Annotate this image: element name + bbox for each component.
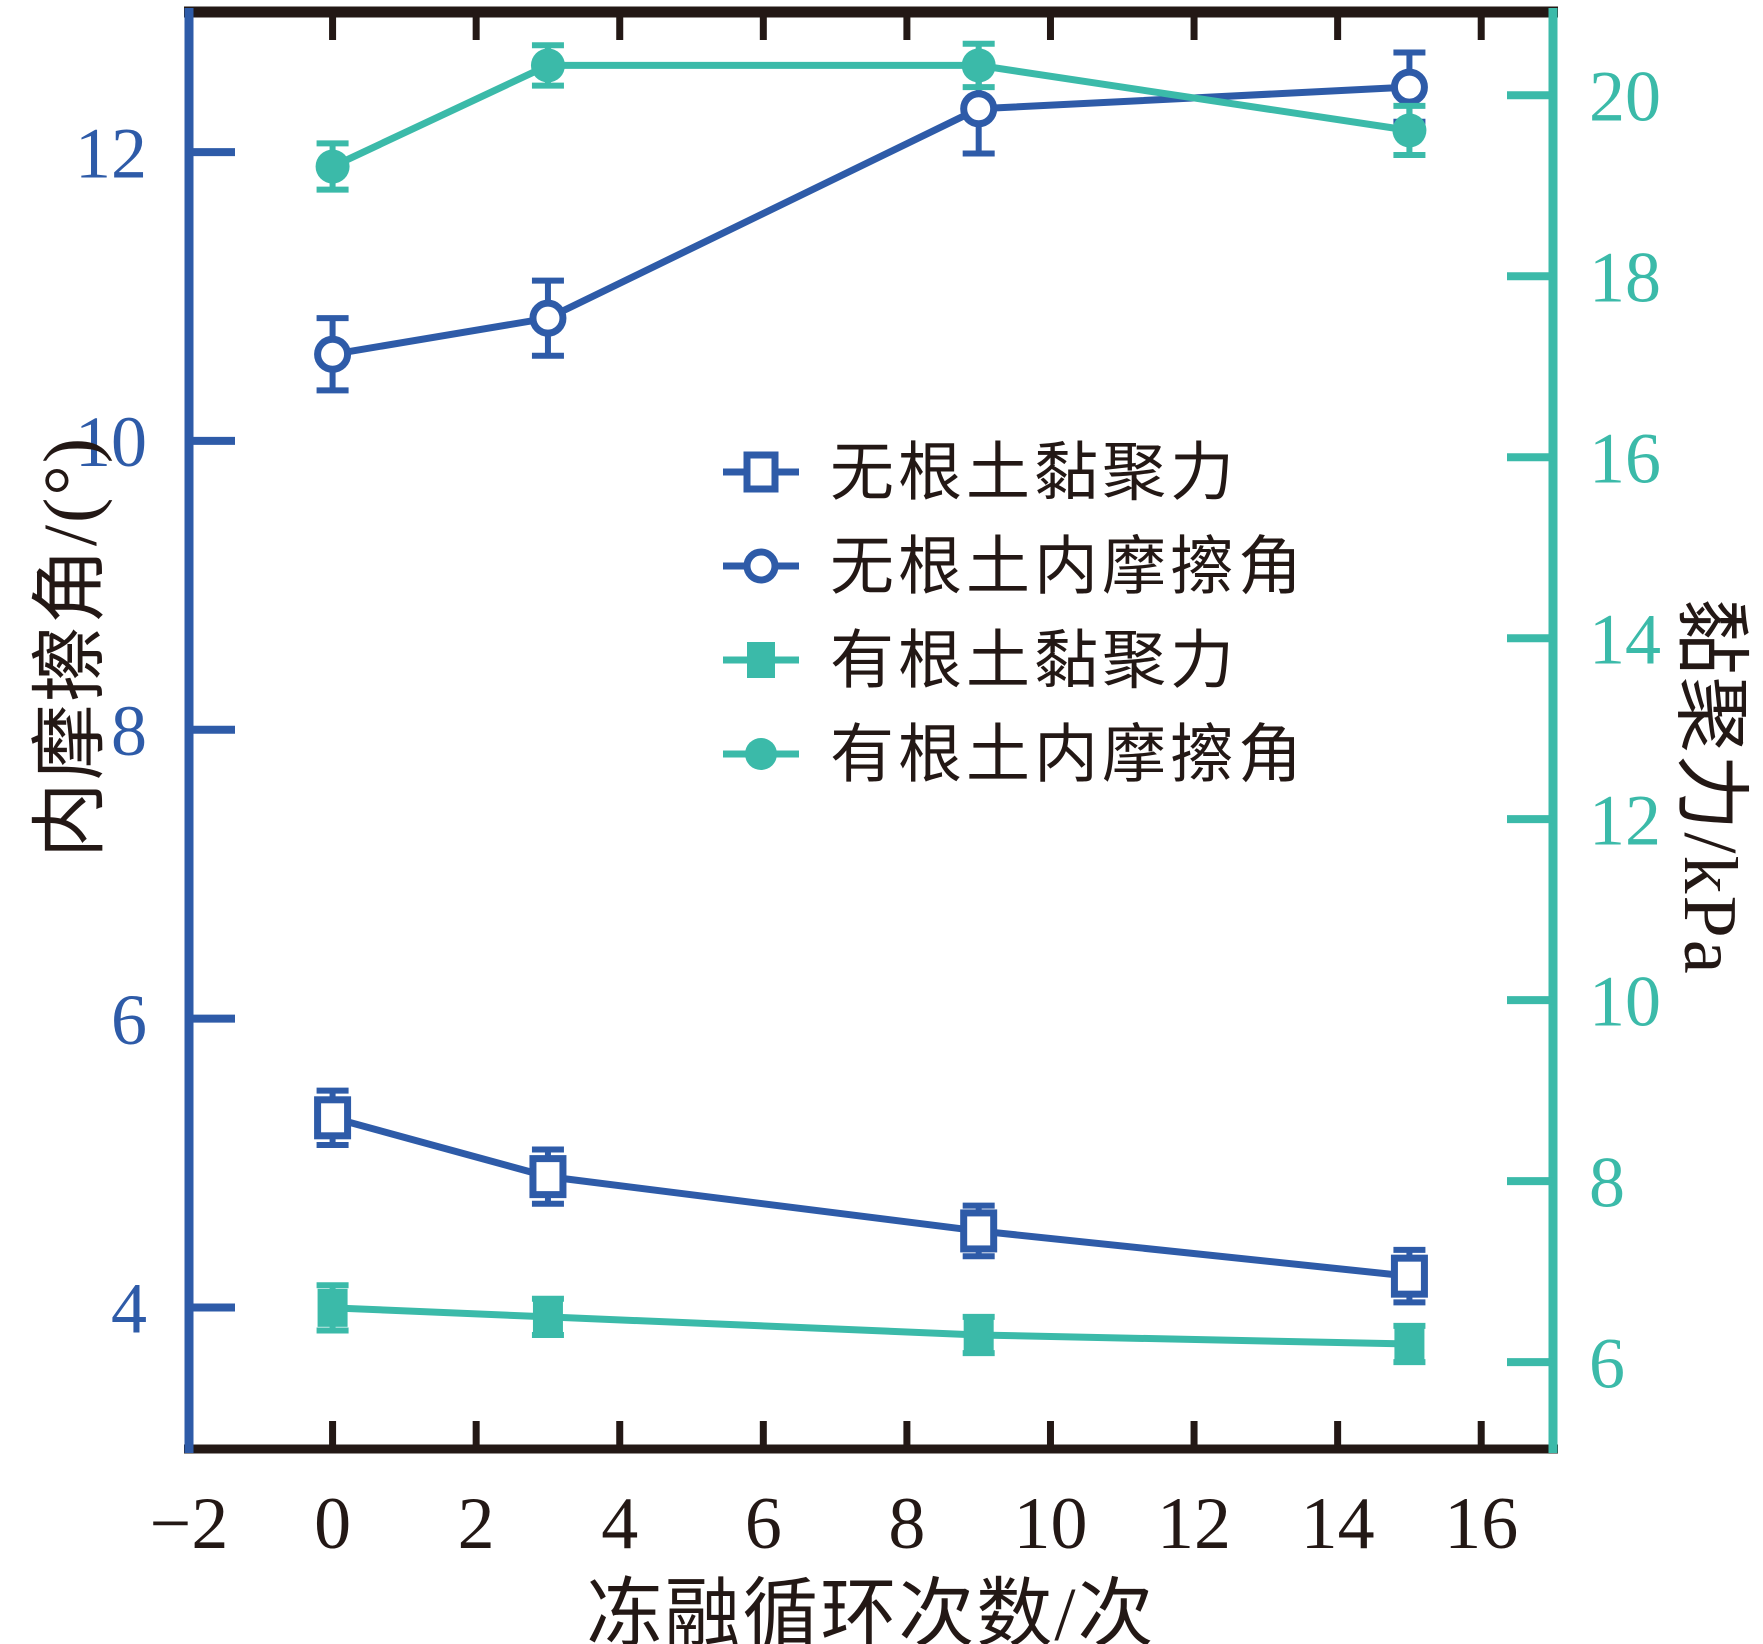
- x-axis-tick-label: 10: [1013, 1483, 1087, 1565]
- right-axis-tick-label: 20: [1589, 56, 1661, 136]
- legend-item-rootless-friction: 无根土内摩擦角: [723, 531, 1306, 602]
- rootless-cohesion-point-9: [960, 1202, 998, 1260]
- rooted-cohesion-point-3: [531, 1295, 564, 1338]
- legend-item-rooted-friction: 有根土内摩擦角: [723, 719, 1306, 790]
- rooted-friction-point-0: [315, 140, 350, 193]
- x-axis-ticks: −2 0 2 4 6 8 10 12 14 16: [150, 12, 1518, 1565]
- legend-item-rootless-cohesion: 无根土黏聚力: [723, 437, 1238, 508]
- data-point-marker: [315, 149, 350, 184]
- rooted-cohesion-line: [332, 1304, 1410, 1348]
- legend-square-filled-icon: [747, 642, 775, 678]
- rooted-cohesion-point-15: [1393, 1322, 1426, 1366]
- legend-circle-open-icon: [743, 548, 779, 584]
- rootless-cohesion-point-3: [529, 1146, 567, 1207]
- rooted-friction-point-9: [961, 40, 996, 91]
- rooted-friction-line: [331, 61, 1410, 170]
- right-axis-tick-label: 10: [1589, 961, 1661, 1041]
- left-axis-tick-label: 4: [111, 1269, 147, 1349]
- data-point-marker: [960, 90, 998, 128]
- legend-label: 有根土内摩擦角: [830, 719, 1306, 790]
- right-axis-ticks: 6 8 10 12 14 16 18 20: [1507, 56, 1661, 1403]
- right-axis-tick-label: 8: [1589, 1142, 1625, 1222]
- rooted-cohesion-point-0: [316, 1282, 349, 1334]
- rooted-friction-series: [315, 40, 1427, 193]
- rootless-friction-point-3: [529, 277, 567, 359]
- x-axis-tick-label: 8: [888, 1483, 925, 1565]
- rootless-cohesion-line: [331, 1114, 1410, 1280]
- legend-circle-filled-icon: [745, 738, 777, 770]
- left-axis-ticks: 4 6 8 10 12: [75, 113, 235, 1349]
- data-point-marker: [530, 48, 565, 83]
- right-axis-tick-label: 6: [1589, 1323, 1625, 1403]
- data-point-marker: [1390, 68, 1428, 106]
- left-axis-tick-label: 8: [111, 691, 147, 771]
- right-axis-tick-label: 16: [1589, 418, 1661, 498]
- data-point-marker: [529, 299, 567, 337]
- rootless-friction-series: [314, 49, 1428, 394]
- x-axis-tick-label: 4: [601, 1483, 638, 1565]
- data-point-marker: [314, 1096, 352, 1140]
- left-axis-tick-label: 10: [75, 402, 147, 482]
- right-axis-tick-label: 12: [1589, 780, 1661, 860]
- rootless-friction-line: [332, 83, 1410, 358]
- data-point-marker: [1392, 113, 1427, 148]
- rooted-cohesion-series: [316, 1282, 1426, 1366]
- data-point-marker: [314, 335, 352, 373]
- x-axis-tick-label: 16: [1444, 1483, 1518, 1565]
- legend-item-rooted-cohesion: 有根土黏聚力: [723, 625, 1238, 696]
- legend-label: 无根土黏聚力: [830, 437, 1238, 508]
- rooted-friction-point-3: [530, 42, 565, 89]
- legend-label: 无根土内摩擦角: [830, 531, 1306, 602]
- left-axis-tick-label: 6: [111, 980, 147, 1060]
- data-point-marker: [1394, 1325, 1425, 1364]
- x-axis-tick-label: 12: [1157, 1483, 1231, 1565]
- data-point-marker: [317, 1288, 348, 1327]
- rootless-cohesion-series: [314, 1087, 1428, 1306]
- x-axis-tick-label: 2: [458, 1483, 495, 1565]
- right-axis-tick-label: 14: [1589, 599, 1661, 679]
- x-axis-tick-label: 0: [314, 1483, 351, 1565]
- x-axis-tick-label: −2: [150, 1483, 229, 1565]
- right-axis-tick-label: 18: [1589, 237, 1661, 317]
- legend-label: 有根土黏聚力: [830, 625, 1238, 696]
- rootless-friction-point-0: [314, 315, 352, 394]
- left-axis-tick-label: 12: [75, 113, 147, 193]
- x-axis-tick-label: 6: [745, 1483, 782, 1565]
- rootless-cohesion-point-15: [1390, 1246, 1428, 1306]
- rooted-cohesion-point-9: [962, 1313, 995, 1357]
- data-point-marker: [961, 48, 996, 83]
- legend-square-open-icon: [743, 451, 779, 493]
- x-axis-tick-label: 14: [1301, 1483, 1375, 1565]
- data-point-marker: [529, 1155, 567, 1199]
- data-point-marker: [963, 1315, 994, 1354]
- data-point-marker: [1390, 1254, 1428, 1298]
- rooted-friction-point-15: [1392, 102, 1427, 158]
- data-point-marker: [960, 1209, 998, 1253]
- rootless-cohesion-point-0: [314, 1087, 352, 1148]
- data-point-marker: [532, 1297, 563, 1336]
